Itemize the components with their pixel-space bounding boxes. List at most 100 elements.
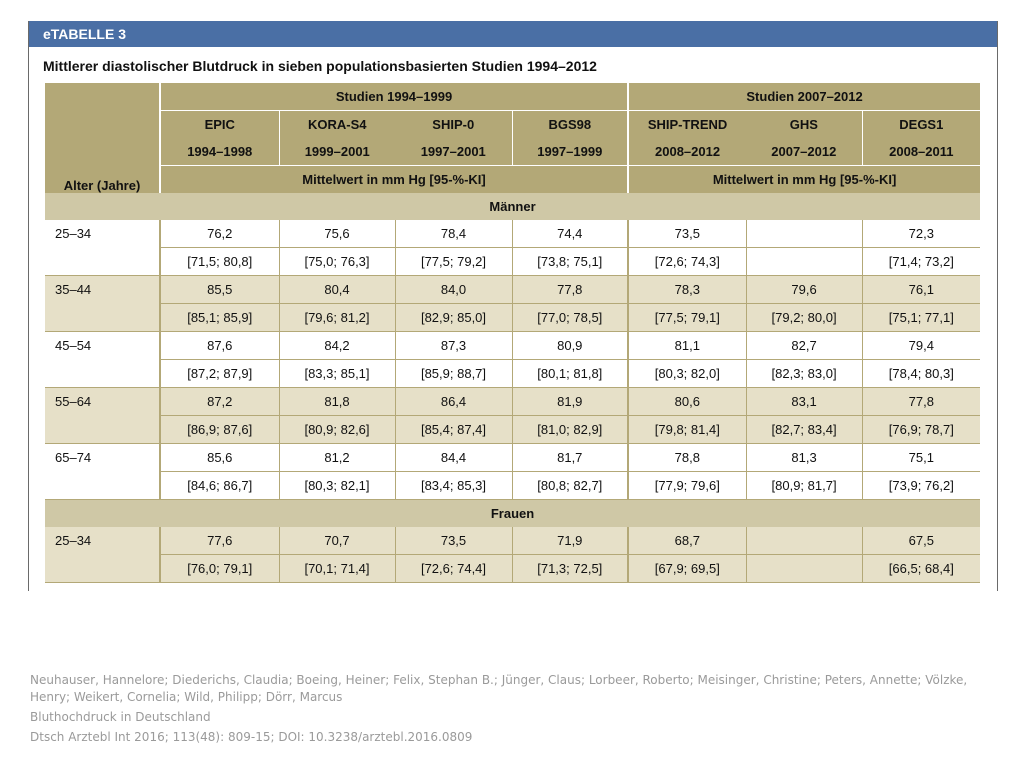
- confidence-interval-cell: [79,2; 80,0]: [746, 303, 863, 332]
- confidence-interval-cell: [79,8; 81,4]: [628, 415, 747, 444]
- confidence-interval-cell: [71,4; 73,2]: [862, 247, 981, 276]
- mean-value-cell: 76,2: [160, 220, 280, 248]
- mean-value-cell: 70,7: [279, 527, 396, 555]
- mean-value-cell: 74,4: [512, 220, 630, 248]
- age-group-cell: [45, 359, 161, 388]
- study-name-ghs: GHS: [746, 110, 863, 138]
- mean-value-cell: 78,4: [395, 220, 513, 248]
- study-years-ghs: 2007–2012: [746, 138, 863, 166]
- confidence-interval-cell: [82,9; 85,0]: [395, 303, 513, 332]
- study-name-epic: EPIC: [160, 110, 280, 138]
- table-frame: eTABELLE 3 Mittlerer diastolischer Blutd…: [28, 21, 998, 591]
- table-row-mean: 45–54 87,6 84,2 87,3 80,9 81,1 82,7 79,4: [45, 331, 981, 360]
- confidence-interval-cell: [80,9; 81,7]: [746, 471, 863, 500]
- confidence-interval-cell: [66,5; 68,4]: [862, 554, 981, 583]
- age-group-cell: 35–44: [45, 275, 161, 304]
- confidence-interval-cell: [75,1; 77,1]: [862, 303, 981, 332]
- mean-value-cell: 87,6: [160, 331, 280, 360]
- citation: Neuhauser, Hannelore; Diederichs, Claudi…: [30, 672, 1000, 746]
- confidence-interval-cell: [81,0; 82,9]: [512, 415, 630, 444]
- table-row-ci: [71,5; 80,8] [75,0; 76,3] [77,5; 79,2] [73,…: [45, 247, 981, 276]
- study-years-ship-trend: 2008–2012: [628, 138, 747, 166]
- study-name-kora-s4: KORA-S4: [279, 110, 395, 138]
- table-row-ci: [76,0; 79,1] [70,1; 71,4] [72,6; 74,4] [71,…: [45, 554, 981, 583]
- study-years-epic: 1994–1998: [160, 138, 280, 166]
- mean-value-cell: 78,3: [628, 275, 747, 304]
- table-row-mean: 35–44 85,5 80,4 84,0 77,8 78,3 79,6 76,1: [45, 275, 981, 304]
- mean-value-cell: 85,5: [160, 275, 280, 304]
- table-row-mean: 65–74 85,6 81,2 84,4 81,7 78,8 81,3 75,1: [45, 443, 981, 472]
- mean-value-cell: [746, 220, 863, 248]
- mean-value-cell: 85,6: [160, 443, 280, 472]
- study-name-degs1: DEGS1: [862, 110, 981, 138]
- mean-value-cell: 81,1: [628, 331, 747, 360]
- table-row-ci: [87,2; 87,9] [83,3; 85,1] [85,9; 88,7] [80,…: [45, 359, 981, 388]
- table-row-ci: [86,9; 87,6] [80,9; 82,6] [85,4; 87,4] [81,…: [45, 415, 981, 444]
- mean-value-cell: 81,3: [746, 443, 863, 472]
- mean-value-cell: 81,8: [279, 387, 396, 416]
- confidence-interval-cell: [82,3; 83,0]: [746, 359, 863, 388]
- study-years-bgs98: 1997–1999: [512, 138, 630, 166]
- confidence-interval-cell: [76,9; 78,7]: [862, 415, 981, 444]
- age-group-cell: 25–34: [45, 220, 161, 248]
- mean-value-cell: 81,9: [512, 387, 630, 416]
- table-row-ci: [84,6; 86,7] [80,3; 82,1] [83,4; 85,3] [80,…: [45, 471, 981, 500]
- confidence-interval-cell: [70,1; 71,4]: [279, 554, 396, 583]
- mean-value-cell: 80,9: [512, 331, 630, 360]
- mean-value-cell: 77,8: [862, 387, 981, 416]
- mean-value-cell: 77,8: [512, 275, 630, 304]
- confidence-interval-cell: [72,6; 74,3]: [628, 247, 747, 276]
- data-table: Alter (Jahre) Studien 1994–1999 Studien …: [45, 83, 981, 583]
- confidence-interval-cell: [77,5; 79,1]: [628, 303, 747, 332]
- confidence-interval-cell: [71,3; 72,5]: [512, 554, 630, 583]
- group-header-1994-1999: Studien 1994–1999: [160, 83, 630, 111]
- mean-value-cell: 68,7: [628, 527, 747, 555]
- table-row-mean: 25–34 76,2 75,6 78,4 74,4 73,5 72,3: [45, 220, 981, 248]
- confidence-interval-cell: [71,5; 80,8]: [160, 247, 280, 276]
- confidence-interval-cell: [67,9; 69,5]: [628, 554, 747, 583]
- mean-value-cell: 83,1: [746, 387, 863, 416]
- mean-value-cell: 81,2: [279, 443, 396, 472]
- confidence-interval-cell: [84,6; 86,7]: [160, 471, 280, 500]
- study-years-kora-s4: 1999–2001: [279, 138, 395, 166]
- confidence-interval-cell: [79,6; 81,2]: [279, 303, 396, 332]
- mean-value-cell: 76,1: [862, 275, 981, 304]
- confidence-interval-cell: [77,0; 78,5]: [512, 303, 630, 332]
- mean-value-cell: 71,9: [512, 527, 630, 555]
- study-name-ship-0: SHIP-0: [395, 110, 513, 138]
- confidence-interval-cell: [80,9; 82,6]: [279, 415, 396, 444]
- citation-title: Bluthochdruck in Deutschland: [30, 710, 211, 724]
- confidence-interval-cell: [80,8; 82,7]: [512, 471, 630, 500]
- mean-value-cell: 72,3: [862, 220, 981, 248]
- mean-value-cell: 78,8: [628, 443, 747, 472]
- study-name-ship-trend: SHIP-TREND: [628, 110, 747, 138]
- confidence-interval-cell: [78,4; 80,3]: [862, 359, 981, 388]
- mean-value-cell: 86,4: [395, 387, 513, 416]
- age-group-cell: 45–54: [45, 331, 161, 360]
- age-group-cell: [45, 415, 161, 444]
- mean-value-cell: 75,1: [862, 443, 981, 472]
- age-column-header: Alter (Jahre): [45, 83, 161, 193]
- age-group-cell: [45, 247, 161, 276]
- age-group-cell: [45, 554, 161, 583]
- age-group-cell: 55–64: [45, 387, 161, 416]
- citation-journal: Dtsch Arztebl Int 2016; 113(48): 809-15;…: [30, 730, 473, 744]
- confidence-interval-cell: [76,0; 79,1]: [160, 554, 280, 583]
- citation-authors: Neuhauser, Hannelore; Diederichs, Claudi…: [30, 673, 968, 704]
- mean-value-cell: 73,5: [395, 527, 513, 555]
- table-row-ci: [85,1; 85,9] [79,6; 81,2] [82,9; 85,0] [77,…: [45, 303, 981, 332]
- mean-value-cell: 87,2: [160, 387, 280, 416]
- confidence-interval-cell: [80,3; 82,1]: [279, 471, 396, 500]
- study-years-degs1: 2008–2011: [862, 138, 981, 166]
- confidence-interval-cell: [85,1; 85,9]: [160, 303, 280, 332]
- mean-value-cell: 84,4: [395, 443, 513, 472]
- table-label: eTABELLE 3: [29, 21, 997, 47]
- mean-value-cell: 75,6: [279, 220, 396, 248]
- study-years-ship-0: 1997–2001: [395, 138, 513, 166]
- mean-value-cell: 84,0: [395, 275, 513, 304]
- age-group-cell: [45, 303, 161, 332]
- table-row-mean: 25–34 77,6 70,7 73,5 71,9 68,7 67,5: [45, 527, 981, 555]
- confidence-interval-cell: [83,4; 85,3]: [395, 471, 513, 500]
- confidence-interval-cell: [73,8; 75,1]: [512, 247, 630, 276]
- mean-value-cell: 84,2: [279, 331, 396, 360]
